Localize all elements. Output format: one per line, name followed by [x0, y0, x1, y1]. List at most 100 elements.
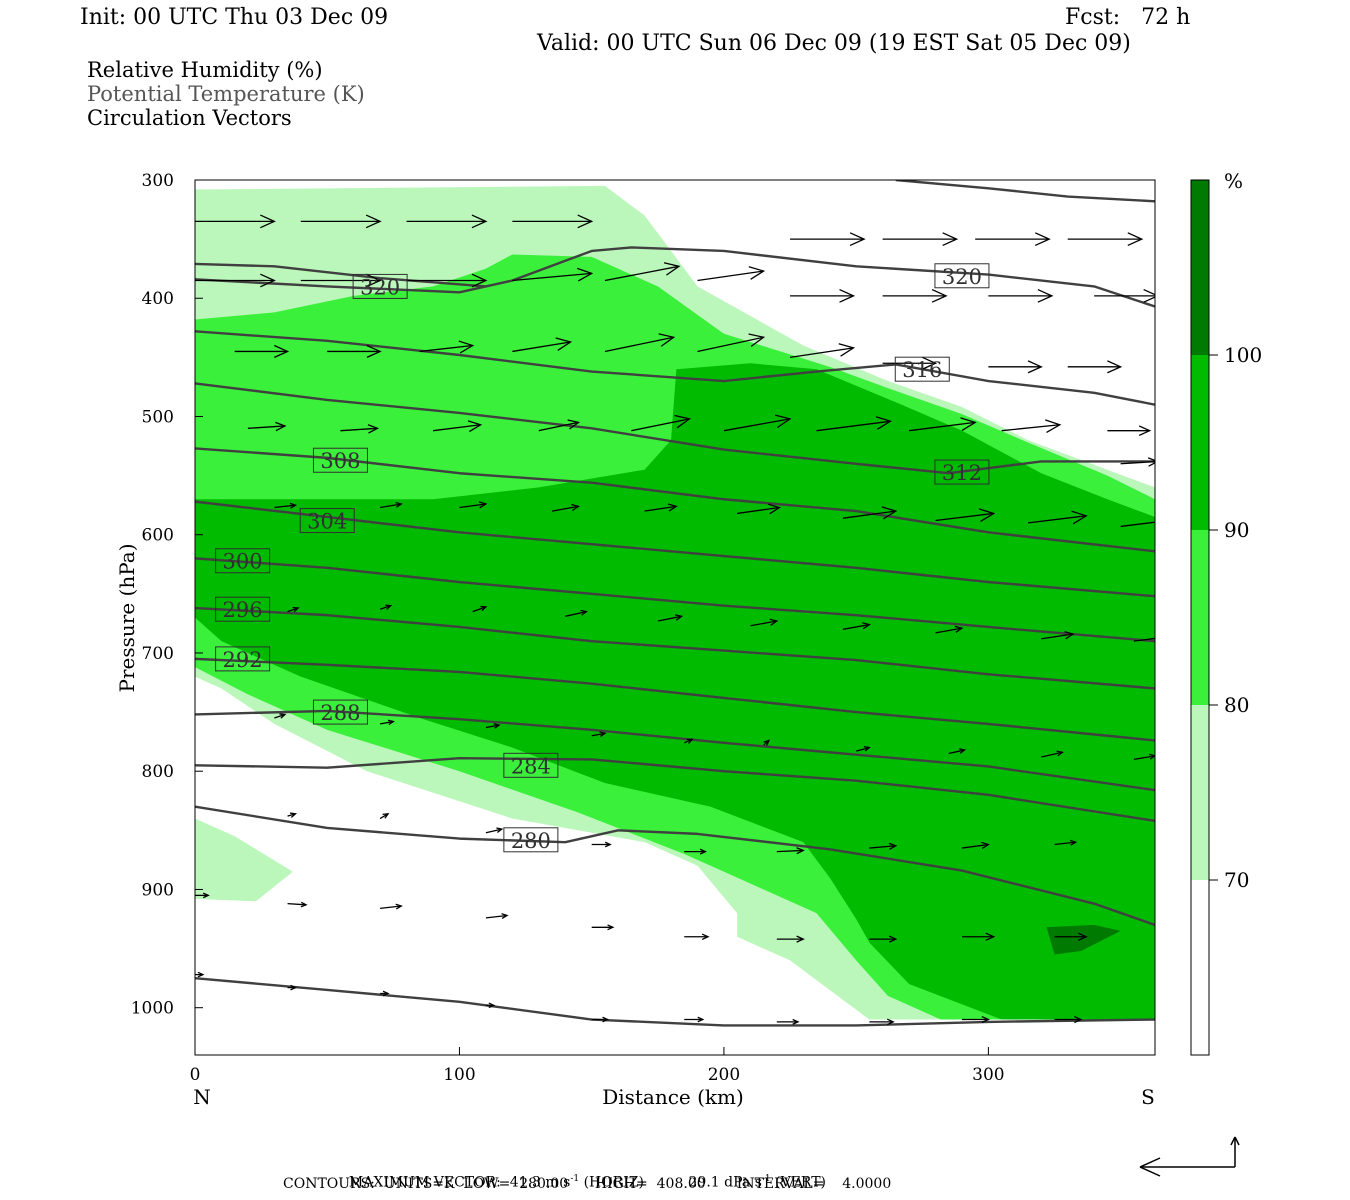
circulation-vector — [1067, 232, 1144, 247]
circulation-vector — [432, 420, 483, 433]
circulation-vector — [737, 503, 782, 515]
circulation-vector — [750, 618, 779, 627]
theta-contour-300 — [195, 557, 1155, 643]
max-vert-tag: (VERT) — [775, 1174, 826, 1191]
max-vector-line: MAXIMUM VECTOR: 41.3 m s -1 (HORIZ) 29.1 … — [340, 1158, 826, 1191]
colorbar-label-80: 80 — [1224, 693, 1249, 717]
circulation-vector — [591, 924, 615, 931]
circulation-vector — [684, 1016, 705, 1023]
y-axis-title: Pressure (hPa) — [115, 544, 139, 693]
circulation-vector — [565, 609, 588, 617]
y-tick-label: 800 — [142, 762, 174, 782]
circulation-vector — [327, 344, 382, 358]
circulation-vector — [287, 606, 300, 613]
circulation-vector — [538, 419, 581, 432]
theta-contour-280 — [195, 805, 1155, 927]
circulation-vector — [763, 739, 771, 746]
circulation-vector — [485, 723, 501, 729]
x-axis-title: Distance (km) — [602, 1085, 744, 1109]
max-horiz-value: 41.3 m s — [509, 1174, 571, 1191]
theta-label-box — [352, 273, 408, 299]
colorbar-bin-80-90 — [1191, 530, 1209, 705]
circulation-vector — [1067, 360, 1123, 374]
theta-label: 320 — [360, 275, 400, 299]
circulation-vector — [1133, 753, 1155, 761]
y-tick-label: 300 — [142, 171, 174, 191]
init-time: Init: 00 UTC Thu 03 Dec 09 — [80, 5, 389, 30]
theta-label-box — [934, 459, 990, 485]
circulation-vector — [591, 1016, 610, 1023]
max-vert-value: 29.1 dPa s — [688, 1174, 762, 1191]
theta-label-box — [215, 646, 271, 672]
circulation-vector — [287, 984, 298, 991]
circulation-vector — [406, 214, 488, 229]
theta-contour-284 — [195, 757, 1155, 823]
theta-contour-308 — [195, 447, 1155, 553]
theta-contour-296 — [195, 606, 1155, 690]
x-end-label-north: N — [193, 1085, 211, 1109]
colorbar-label-100: 100 — [1224, 343, 1262, 367]
circulation-vector — [948, 748, 967, 755]
theta-contours — [195, 180, 1155, 1027]
circulation-vector — [472, 605, 488, 613]
circulation-vector — [274, 713, 287, 719]
circulation-vector — [591, 731, 607, 738]
circulation-vector — [287, 812, 298, 818]
theta-label-box — [934, 263, 990, 289]
circulation-vector — [988, 360, 1043, 374]
plot-frame — [194, 179, 1156, 1056]
rh-region-100 — [1046, 924, 1121, 955]
circulation-vector — [1054, 932, 1088, 941]
x-tick-label: 100 — [443, 1065, 475, 1085]
y-tick-label: 400 — [142, 289, 174, 309]
circulation-vector — [300, 214, 382, 229]
circulation-vector — [776, 935, 805, 943]
circulation-vector — [380, 501, 403, 509]
circulation-vector — [776, 847, 805, 855]
circulation-vector — [684, 933, 710, 941]
colorbar-unit: % — [1224, 169, 1243, 193]
valid-time: Valid: 00 UTC Sun 06 Dec 09 (19 EST Sat … — [537, 31, 1131, 56]
circulation-vector — [683, 738, 694, 744]
circulation-vector — [459, 501, 488, 509]
theta-contour-324 — [895, 180, 1155, 203]
rh-region-70-80 — [195, 818, 293, 902]
circulation-vector — [855, 746, 871, 752]
circulation-vector — [869, 1018, 895, 1026]
circulation-vector — [380, 990, 390, 997]
theta-label: 288 — [320, 701, 360, 725]
theta-label: 284 — [511, 754, 551, 778]
circulation-vector — [657, 614, 684, 622]
theta-label-box — [503, 827, 559, 853]
max-vector-label: MAXIMUM VECTOR: — [348, 1174, 501, 1191]
circulation-vector — [380, 903, 403, 910]
circulation-vector — [869, 935, 898, 943]
circulation-vector — [1094, 288, 1155, 303]
circulation-vector — [1027, 510, 1088, 525]
circulation-vector — [287, 901, 308, 908]
max-vert-exp: -1 — [761, 1174, 771, 1184]
circulation-vector — [247, 421, 287, 432]
contour-labels: 280 284 288 292 296 300 304 308 312 316 320 320 — [215, 263, 990, 853]
circulation-vector — [842, 622, 871, 630]
x-end-label-south: S — [1141, 1085, 1155, 1109]
circulation-vector — [419, 340, 475, 354]
contour-info: CONTOURS: UNITS=K LOW= 280.00 HIGH= 408.… — [283, 1176, 892, 1192]
reference-vector-icon — [1139, 1136, 1240, 1177]
circulation-vector — [1041, 750, 1064, 758]
rh-colorbar: % 100 90 80 70 — [1190, 169, 1262, 1056]
circulation-vector — [790, 288, 856, 303]
circulation-vector — [631, 414, 692, 432]
theta-contour-292 — [195, 657, 1155, 742]
theta-contour-320 — [195, 246, 1155, 308]
circulation-vector — [1041, 631, 1075, 640]
circulation-vector — [644, 503, 678, 512]
colorbar-bin-70-80 — [1191, 705, 1209, 880]
colorbar-bin-100 — [1191, 180, 1209, 355]
axes: 300 400 500 600 700 800 900 1000 0 100 200 300 — [131, 171, 1005, 1085]
theta-label: 316 — [902, 358, 942, 382]
circulation-vector — [512, 337, 573, 353]
theta-label: 308 — [320, 449, 360, 473]
max-horiz-tag: (HORIZ) — [583, 1174, 644, 1191]
